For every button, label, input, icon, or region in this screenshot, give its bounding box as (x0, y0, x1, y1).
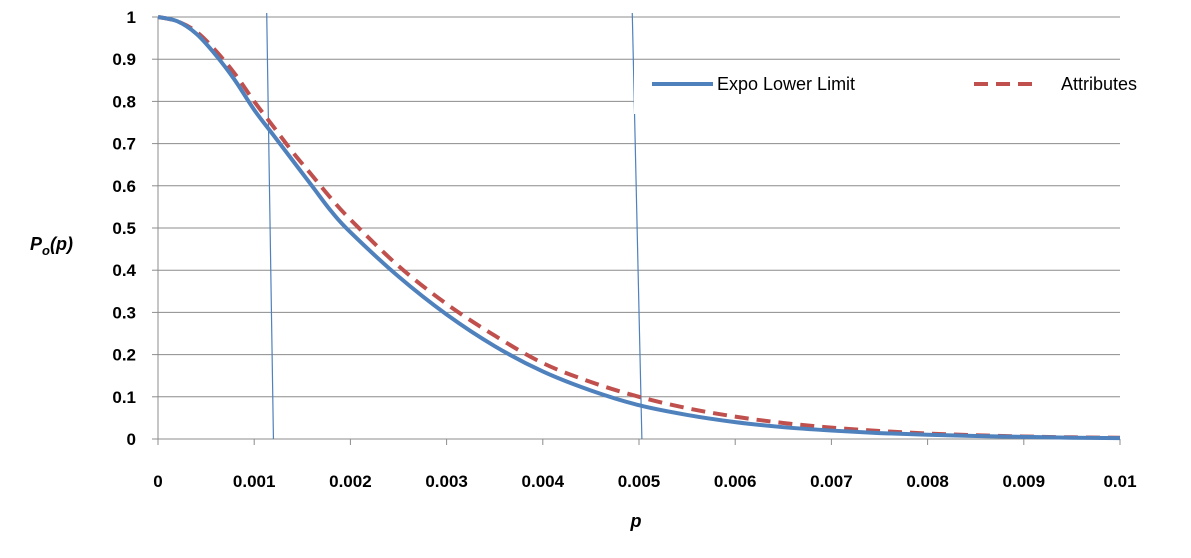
y-tick-labels: 0 0.1 0.2 0.3 0.4 0.5 0.6 0.7 0.8 0.9 1 (112, 8, 136, 449)
x-tick-label: 0.007 (810, 472, 853, 491)
x-tick-label: 0.008 (906, 472, 949, 491)
x-tick-label: 0.003 (425, 472, 468, 491)
x-tick-label: 0.009 (1003, 472, 1046, 491)
marker-line-1 (266, 12, 275, 440)
y-tick-label: 0.5 (112, 219, 136, 238)
y-tick-label: 0.3 (112, 303, 136, 322)
legend-label-attributes: Attributes (1061, 74, 1137, 94)
legend-label-expo-lower-limit: Expo Lower Limit (717, 74, 855, 94)
marker-line-2 (631, 12, 643, 440)
series-line-expo-lower-limit (157, 15, 1121, 441)
y-axis-title-main: P (30, 234, 43, 254)
legend: Expo Lower Limit Attributes (634, 60, 1191, 114)
x-tick-labels: 0 0.001 0.002 0.003 0.004 0.005 0.006 0.007 0.00… (153, 472, 1136, 491)
y-tick-label: 0.8 (112, 92, 136, 111)
y-tick-label: 0.7 (112, 135, 136, 154)
x-tick-label: 0.006 (714, 472, 757, 491)
x-axis-title: p (630, 511, 642, 531)
y-axis-title: Po(p) (30, 234, 73, 258)
x-tick-label: 0.001 (233, 472, 276, 491)
x-tick-label: 0.005 (618, 472, 661, 491)
y-tick-label: 0.1 (112, 388, 136, 407)
y-tick-label: 0.6 (112, 177, 136, 196)
y-tick-label: 0.2 (112, 346, 136, 365)
axes (157, 17, 1121, 445)
y-tick-label: 0.4 (112, 261, 136, 280)
x-tick-label: 0 (153, 472, 162, 491)
series-lines (157, 15, 1121, 441)
y-tick-label: 1 (127, 8, 136, 27)
legend-background (634, 60, 1191, 114)
marker-lines (266, 12, 643, 440)
x-tick-label: 0.004 (522, 472, 565, 491)
y-tick-label: 0.9 (112, 50, 136, 69)
y-tick-label: 0 (127, 430, 136, 449)
x-tick-label: 0.002 (329, 472, 372, 491)
y-axis-title-subscript: o (42, 243, 50, 258)
x-tick-label: 0.01 (1103, 472, 1136, 491)
y-axis-title-tail: (p) (50, 234, 73, 254)
